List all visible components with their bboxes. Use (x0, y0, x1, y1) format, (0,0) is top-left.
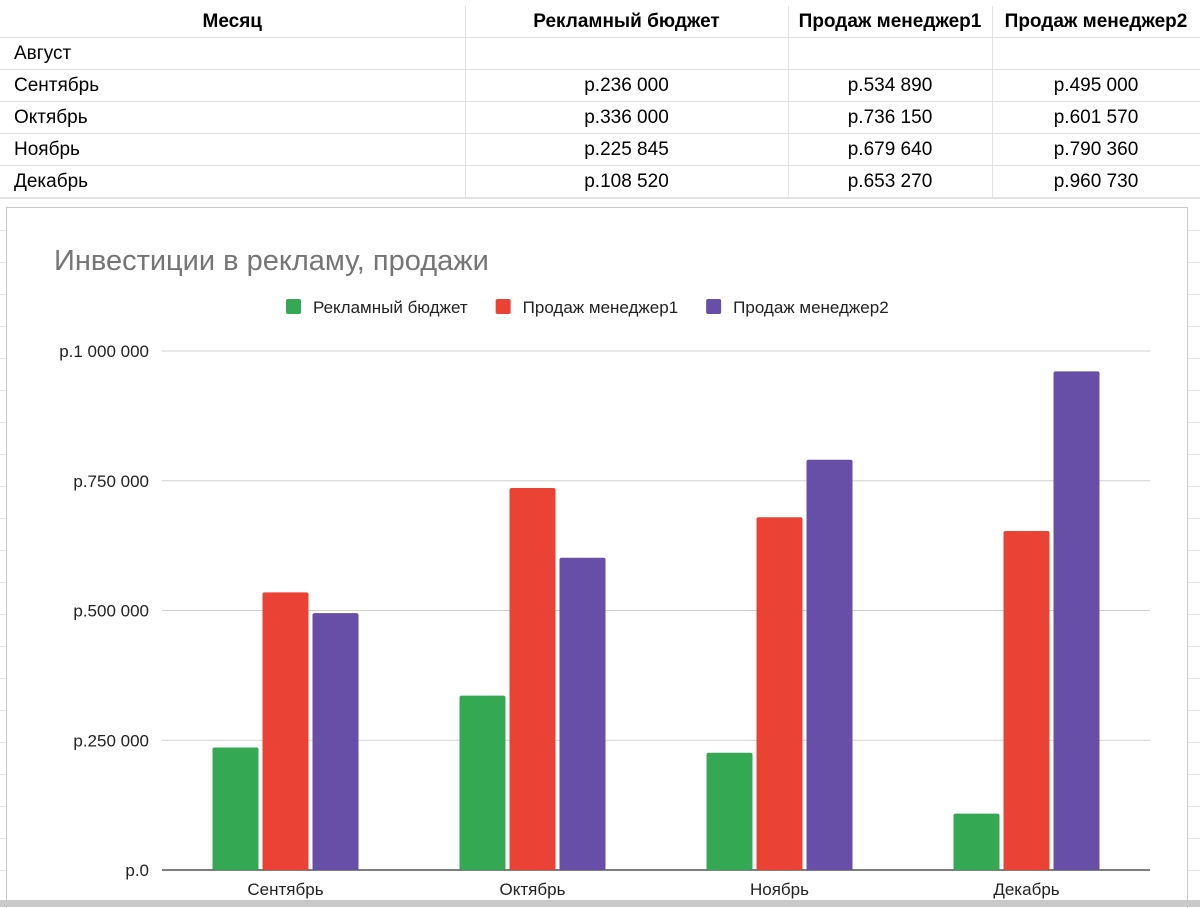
cell-budget[interactable]: р.336 000 (465, 101, 789, 134)
chart-bars (212, 371, 1100, 870)
bar-1[interactable] (459, 695, 506, 870)
horizontal-scrollbar[interactable] (0, 900, 1200, 907)
cell-month[interactable]: Сентябрь (0, 69, 466, 102)
spreadsheet-table: Месяц Рекламный бюджет Продаж менеджер1 … (0, 6, 1200, 198)
bar-chart: Инвестиции в рекламу, продажи Рекламный … (54, 245, 1150, 899)
cell-manager1[interactable]: р.736 150 (788, 101, 993, 134)
cell-manager2[interactable]: р.495 000 (992, 69, 1200, 102)
cell-manager2[interactable]: р.960 730 (992, 165, 1200, 198)
cell-budget[interactable]: р.236 000 (465, 69, 789, 102)
y-tick-label: р.500 000 (73, 602, 149, 621)
x-category-label: Сентябрь (247, 880, 323, 899)
cell-manager1[interactable]: р.534 890 (788, 69, 993, 102)
chart-y-axis-labels: р.0 р.250 000 р.500 000 р.750 000 р.1 000 00… (59, 342, 149, 880)
table-row: Декабрь р.108 520 р.653 270 р.960 730 (0, 165, 1200, 198)
bar-3[interactable] (312, 613, 359, 870)
bar-2[interactable] (262, 592, 309, 870)
table-row: Октябрь р.336 000 р.736 150 р.601 570 (0, 101, 1200, 134)
legend-label-1[interactable]: Рекламный бюджет (313, 298, 468, 317)
bar-2[interactable] (509, 487, 556, 870)
cell-manager1[interactable] (788, 37, 993, 70)
y-tick-label: р.1 000 000 (59, 342, 149, 361)
bar-3[interactable] (806, 459, 853, 870)
cell-budget[interactable]: р.225 845 (465, 133, 789, 166)
header-cell-manager1[interactable]: Продаж менеджер1 (788, 6, 993, 38)
cell-budget[interactable] (465, 37, 789, 70)
legend-swatch-1 (286, 299, 301, 314)
cell-manager1[interactable]: р.653 270 (788, 165, 993, 198)
cell-month[interactable]: Декабрь (0, 165, 466, 198)
y-tick-label: р.0 (125, 861, 149, 880)
legend-swatch-2 (495, 299, 511, 314)
bar-2[interactable] (1003, 530, 1050, 870)
cell-manager2[interactable]: р.601 570 (992, 101, 1200, 134)
cell-manager2[interactable] (992, 37, 1200, 70)
table-row: Ноябрь р.225 845 р.679 640 р.790 360 (0, 133, 1200, 166)
chart-legend[interactable]: Рекламный бюджет Продаж менеджер1 Продаж м… (286, 298, 889, 317)
bar-1[interactable] (706, 752, 753, 870)
header-cell-month[interactable]: Месяц (0, 6, 466, 38)
header-cell-manager2[interactable]: Продаж менеджер2 (992, 6, 1200, 38)
bar-3[interactable] (1053, 371, 1100, 870)
table-row: Август (0, 37, 1200, 70)
cell-month[interactable]: Октябрь (0, 101, 466, 134)
legend-label-2[interactable]: Продаж менеджер1 (523, 298, 679, 317)
embedded-chart[interactable]: Инвестиции в рекламу, продажи Рекламный … (6, 207, 1188, 908)
y-tick-label: р.750 000 (73, 472, 149, 491)
chart-title: Инвестиции в рекламу, продажи (54, 245, 489, 277)
x-category-label: Ноябрь (750, 880, 809, 899)
cell-month[interactable]: Ноябрь (0, 133, 466, 166)
legend-label-3[interactable]: Продаж менеджер2 (733, 298, 889, 317)
bar-1[interactable] (953, 813, 1000, 870)
chart-x-axis-labels: Сентябрь Октябрь Ноябрь Декабрь (247, 880, 1059, 899)
cell-month[interactable]: Август (0, 37, 466, 70)
chart-gridlines (162, 350, 1150, 871)
header-row: Месяц Рекламный бюджет Продаж менеджер1 … (0, 6, 1200, 38)
bar-3[interactable] (559, 557, 606, 870)
bar-1[interactable] (212, 747, 259, 870)
cell-manager2[interactable]: р.790 360 (992, 133, 1200, 166)
x-category-label: Октябрь (500, 880, 566, 899)
header-cell-budget[interactable]: Рекламный бюджет (465, 6, 789, 38)
y-tick-label: р.250 000 (73, 731, 149, 750)
bar-2[interactable] (756, 517, 803, 870)
legend-swatch-3 (706, 299, 722, 314)
cell-budget[interactable]: р.108 520 (465, 165, 789, 198)
x-category-label: Декабрь (993, 880, 1059, 899)
table-row: Сентябрь р.236 000 р.534 890 р.495 000 (0, 69, 1200, 102)
cell-manager1[interactable]: р.679 640 (788, 133, 993, 166)
